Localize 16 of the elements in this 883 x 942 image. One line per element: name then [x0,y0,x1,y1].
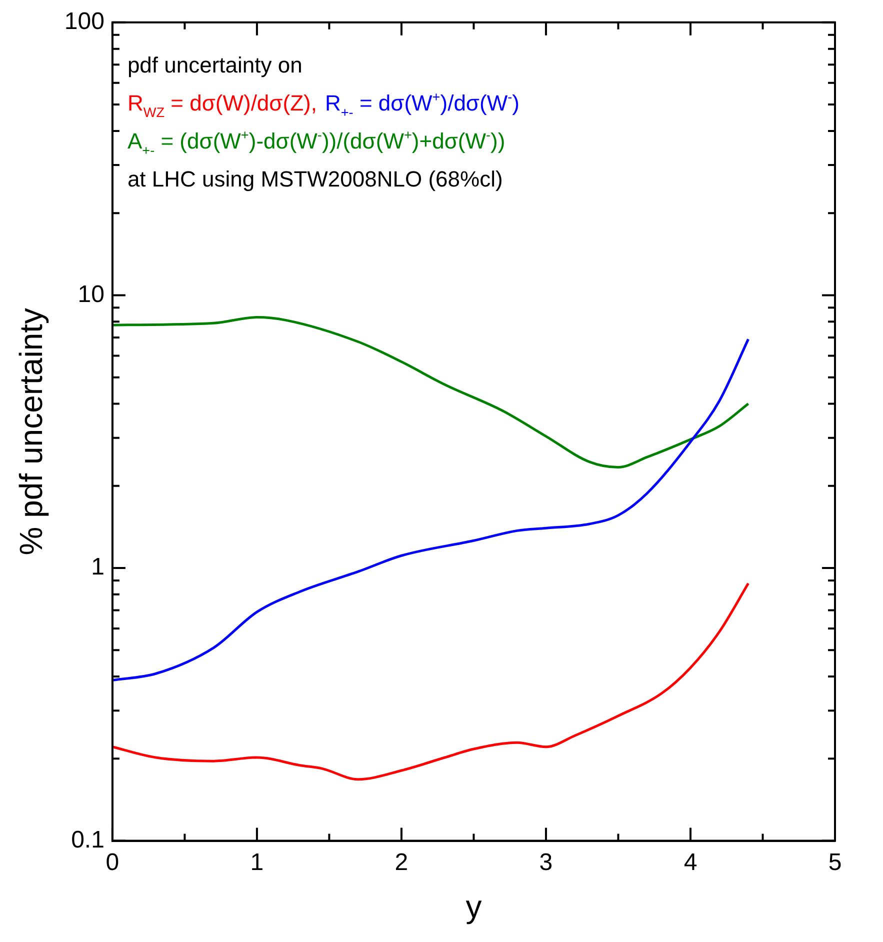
annotation: pdf uncertainty on [127,52,302,78]
x-tick-label: 3 [539,848,553,876]
y-tick-label: 0.1 [71,826,104,854]
annotation: at LHC using MSTW2008NLO (68%cl) [127,166,503,192]
text: R+- = dσ(W+)/dσ(W-) [324,90,520,120]
x-tick-label: 2 [394,848,408,876]
y-tick-label: 100 [64,8,104,36]
text: A+- = (dσ(W+)-dσ(W-))/(dσ(W+)+dσ(W-)) [127,128,506,158]
y-tick-label: 1 [91,554,104,581]
y-tick-label: 10 [78,280,104,308]
x-tick-label: 0 [106,848,120,876]
x-tick-label: 1 [250,848,264,876]
x-tick-label: 4 [684,848,698,876]
x-axis-title: y [466,888,482,925]
y-axis-title: % pdf uncertainty [13,308,50,556]
x-tick-label: 5 [828,848,842,876]
